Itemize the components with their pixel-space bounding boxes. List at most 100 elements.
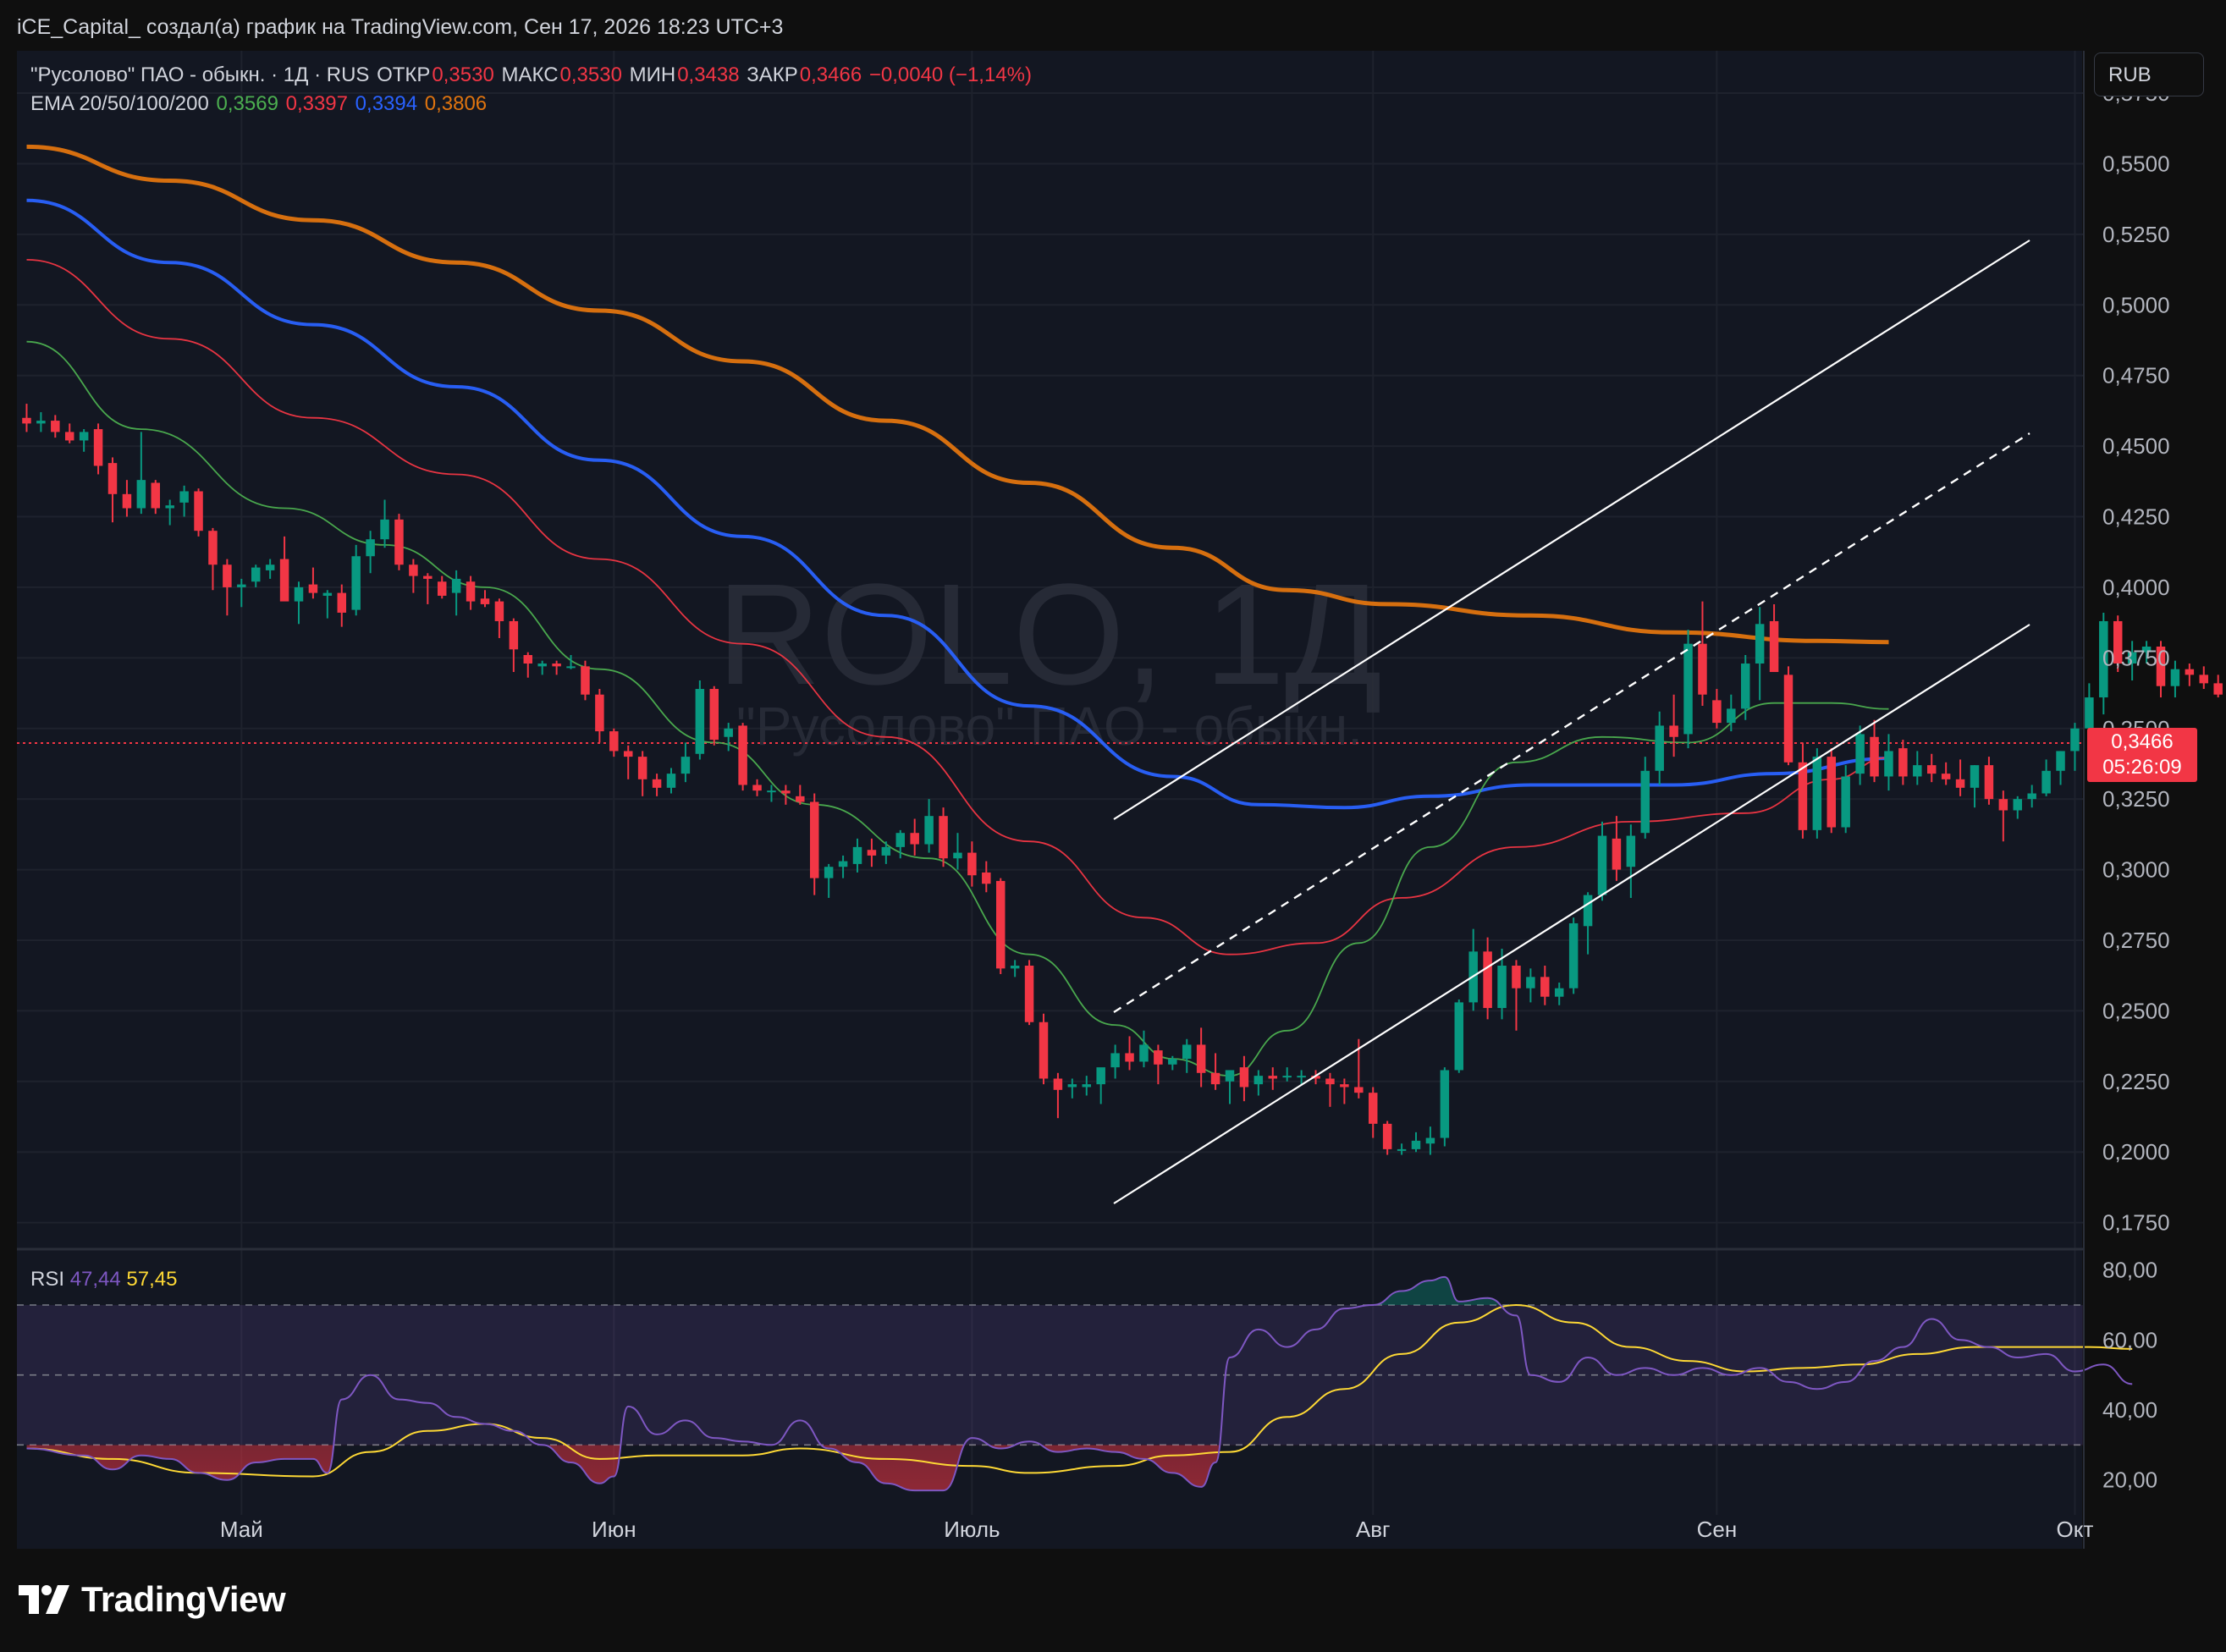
candle-body [194,491,203,531]
candle-body [1325,1078,1335,1085]
price-tick-label: 0,4500 [2102,433,2170,459]
candle [1655,711,1664,785]
candle [1096,1067,1105,1104]
candle [165,499,174,526]
candle [79,429,89,452]
candle-body [451,578,461,593]
price-tick-label: 0,2250 [2102,1069,2170,1094]
candle [924,799,934,853]
candle [666,768,676,794]
candle-body [1440,1070,1450,1138]
candle-body [294,586,304,602]
candle [1397,1143,1407,1155]
currency-button[interactable]: RUB [2094,52,2204,96]
candle [409,559,418,593]
candle [1597,821,1607,901]
candle [2127,641,2137,681]
candle-body [1812,757,1822,830]
candle [1368,1087,1378,1138]
candle [1568,917,1579,994]
candle-body [2070,728,2080,752]
rsi-line [26,1275,2133,1492]
candle [523,652,533,678]
candle-body [995,880,1006,969]
candle-body [953,852,962,859]
candle [2185,664,2195,686]
candle [895,829,906,859]
candle [623,745,633,779]
candle-body [595,694,604,732]
candle [1583,892,1593,955]
candle-body [1597,835,1607,895]
candle [36,412,46,432]
rsi-tick-label: 40,00 [2102,1397,2157,1423]
candle-body [1425,1137,1435,1144]
candle [1526,968,1535,1003]
candle-body [1984,765,1994,800]
candle-body [2099,620,2108,698]
candle-body [2056,751,2065,771]
candle-body [1096,1067,1105,1085]
candle-body [982,872,991,884]
candle [1941,762,1951,785]
candle-body [2170,669,2180,686]
candle-body [1583,895,1593,927]
candle [1239,1055,1249,1102]
ema20-value: 0,3569 [216,92,278,115]
candle [1254,1070,1264,1096]
candle [337,584,347,627]
candle-body [824,867,834,878]
candle-body [895,833,906,847]
candle-body [1955,779,1965,788]
candle [939,807,948,867]
candle-body [767,790,776,793]
candle-body [1210,1072,1220,1085]
price-tick-label: 0,5500 [2102,151,2170,176]
candle-body [838,861,848,867]
candle-body [93,429,103,466]
time-axis: Май Июн Июль Авг Сен Окт [220,1517,2094,1542]
candle [2056,751,2065,785]
candle-body [1769,620,1779,673]
tradingview-logo-icon [19,1585,69,1614]
candle [380,499,389,548]
last-price-tag: 0,3466 05:26:09 [2087,728,2197,782]
candle [695,680,705,760]
candle [1698,601,1707,707]
rsi-label[interactable]: RSI [30,1268,65,1291]
candle-body [51,421,60,432]
ohlc-line: "Русолово" ПАО - обыкн. · 1Д · RUS ОТКР0… [30,61,1033,90]
price-tick-label: 0,3750 [2102,645,2170,670]
price-tick-label: 0,3250 [2102,786,2170,812]
candle-body [466,581,476,602]
candle-body [1483,951,1492,1009]
candle [637,751,647,796]
tradingview-logo[interactable]: TradingView [19,1579,286,1620]
ema100-value: 0,3394 [355,92,418,115]
rsi-tick-label: 60,00 [2102,1327,2157,1352]
candle-body [1168,1059,1177,1065]
candle [1540,966,1550,1005]
rsi-legend: RSI 47,44 57,45 [30,1268,177,1291]
candle [1926,753,1937,783]
candle-body [279,559,289,602]
candle [1827,748,1837,834]
candle [1168,1055,1177,1071]
symbol-name[interactable]: "Русолово" ПАО - обыкн. · 1Д · RUS [30,63,370,86]
channel-upper-line [1113,240,2030,820]
candle [2099,612,2108,715]
candle [1053,1072,1063,1119]
candle-body [366,539,375,557]
candle-body [695,689,705,754]
change-value: −0,0040 (−1,14%) [868,63,1032,86]
candle-body [881,846,891,856]
rsi-value: 47,44 [69,1268,121,1291]
candle-body [1368,1093,1378,1124]
candle [2113,615,2123,673]
candle [1755,607,1765,701]
ema-label[interactable]: EMA 20/50/100/200 [30,92,209,115]
candle-body [2013,799,2023,811]
channel-mid-line [1113,432,2030,1014]
candle [2013,796,2023,819]
